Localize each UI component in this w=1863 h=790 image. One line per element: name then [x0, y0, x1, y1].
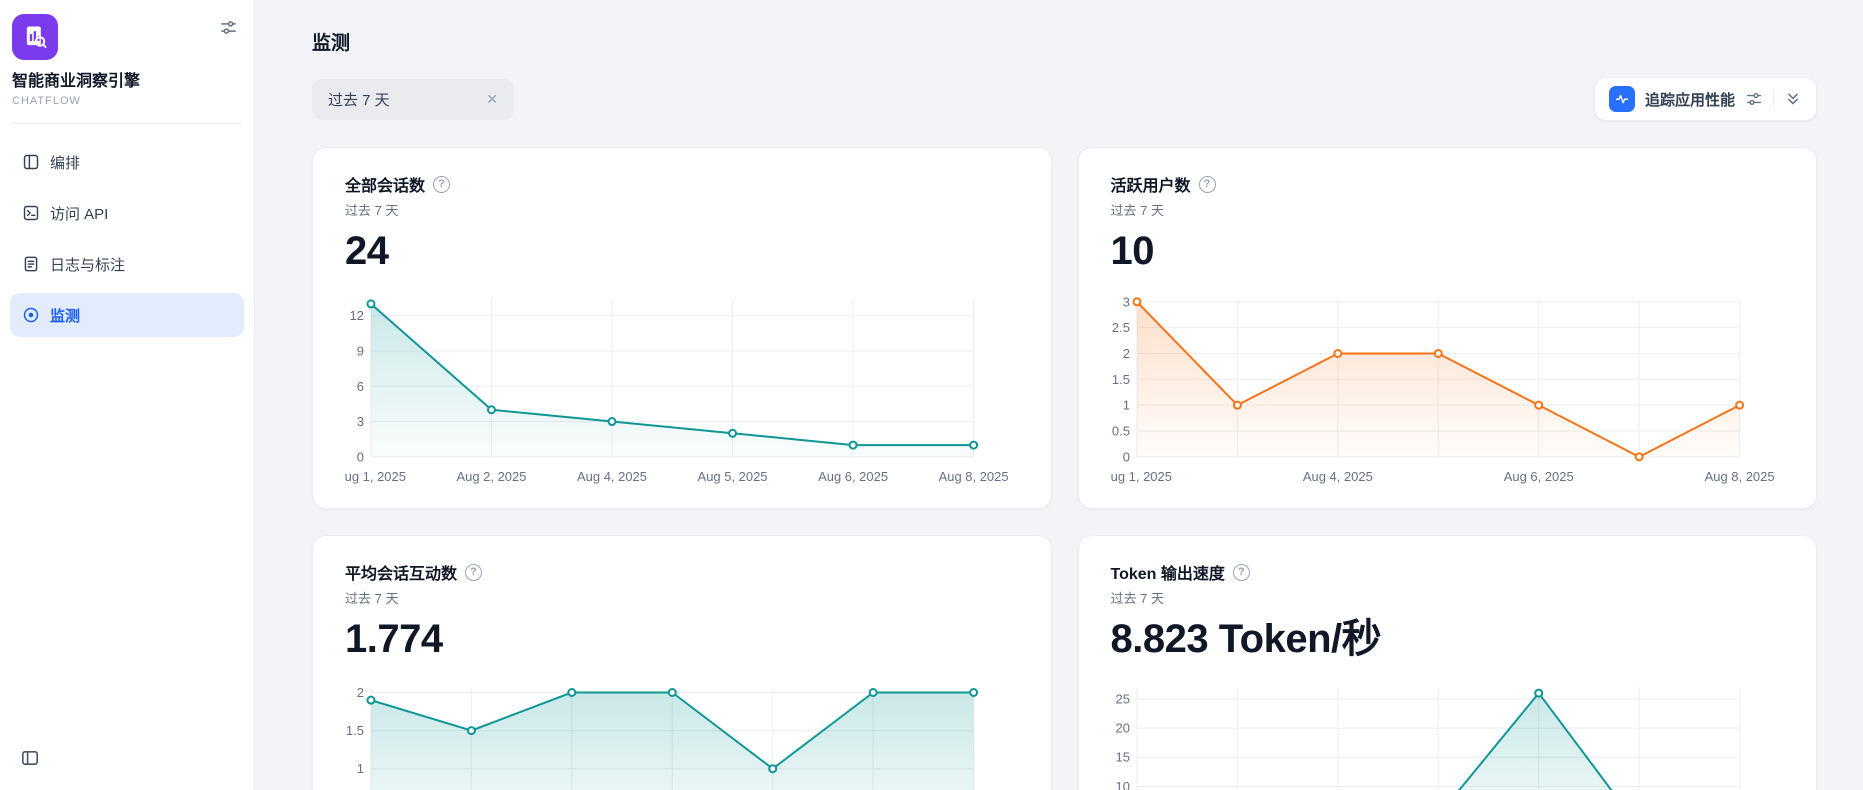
- svg-text:1: 1: [357, 761, 364, 776]
- trace-performance-button[interactable]: 追踪应用性能: [1593, 77, 1817, 121]
- kpi-value: 24: [345, 229, 389, 273]
- svg-text:0.5: 0.5: [1111, 423, 1129, 438]
- svg-text:Aug 8, 2025: Aug 8, 2025: [939, 469, 1009, 484]
- svg-text:1: 1: [1122, 398, 1129, 413]
- svg-text:0: 0: [1122, 449, 1129, 464]
- help-icon[interactable]: ?: [465, 563, 483, 581]
- pulse-icon: [1615, 94, 1629, 104]
- sidebar-item-monitoring[interactable]: 监测: [10, 293, 244, 338]
- sidebar-item-label: 监测: [50, 307, 81, 325]
- help-icon[interactable]: ?: [1232, 563, 1250, 581]
- svg-text:Aug 4, 2025: Aug 4, 2025: [577, 469, 647, 484]
- card-title: Token 输出速度: [1110, 566, 1225, 583]
- svg-text:20: 20: [1115, 721, 1129, 736]
- svg-text:Aug 4, 2025: Aug 4, 2025: [1302, 469, 1372, 484]
- line-chart-total-conversations: 0 3 6 9 12 Aug 1, 2025 Aug 2, 2025 Aug 4, 2025 A…: [345, 299, 1009, 484]
- collapse-panel-control[interactable]: [1784, 90, 1802, 108]
- sliders-icon: [1746, 92, 1762, 106]
- filter-row: 过去 7 天 ✕ 追踪应用性能: [312, 77, 1817, 121]
- svg-text:Aug 6, 2025: Aug 6, 2025: [1503, 469, 1573, 484]
- trace-divider: [1773, 90, 1774, 108]
- svg-text:9: 9: [357, 343, 364, 358]
- kpi-value: 10: [1110, 229, 1155, 273]
- svg-text:2: 2: [357, 685, 364, 700]
- help-icon[interactable]: ?: [433, 175, 451, 193]
- sidebar-item-label: 日志与标注: [50, 256, 126, 274]
- card-subtitle: 过去 7 天: [345, 591, 399, 606]
- sidebar-footer: [0, 744, 254, 772]
- app-settings-button[interactable]: [215, 14, 242, 41]
- terminal-icon: [23, 205, 39, 221]
- app-type-label: CHATFLOW: [12, 95, 81, 108]
- orchestrate-icon: [23, 154, 39, 170]
- sidebar-header: [0, 14, 254, 60]
- monitoring-target-icon: [23, 307, 39, 323]
- svg-text:25: 25: [1115, 691, 1129, 706]
- svg-text:3: 3: [1122, 294, 1129, 309]
- sidebar-nav: 编排 访问 API 日志与标注 监测: [0, 140, 254, 338]
- svg-text:Aug 2, 2025: Aug 2, 2025: [456, 469, 526, 484]
- kpi-value: 8.823 Token/秒: [1110, 617, 1382, 661]
- card-subtitle: 过去 7 天: [1110, 591, 1164, 606]
- card-title: 平均会话互动数: [345, 566, 458, 583]
- svg-text:Aug 1, 2025: Aug 1, 2025: [1111, 469, 1172, 484]
- metric-card-token-speed: Token 输出速度 ? 过去 7 天 8.823 Token/秒 051015…: [1077, 535, 1817, 790]
- sidebar-item-label: 编排: [50, 154, 81, 172]
- kpi-value: 1.774: [345, 617, 443, 661]
- chevron-double-down-icon: [1788, 93, 1798, 105]
- time-filter-chip[interactable]: 过去 7 天 ✕: [312, 78, 514, 120]
- metric-card-avg-interactions: 平均会话互动数 ? 过去 7 天 1.774 00.511.52Aug 1, 2…: [312, 535, 1052, 790]
- collapse-sidebar-button[interactable]: [16, 744, 44, 772]
- sidebar-item-label: 访问 API: [50, 205, 109, 223]
- svg-text:2.5: 2.5: [1111, 320, 1129, 335]
- svg-text:6: 6: [357, 379, 364, 394]
- sidebar-collapse-icon: [21, 750, 38, 765]
- svg-text:15: 15: [1115, 750, 1129, 765]
- svg-text:3: 3: [357, 414, 364, 429]
- metric-card-total-conversations: 全部会话数 ? 过去 7 天 24 0 3 6 9 12 Aug 1, 2025 Aug 2…: [312, 147, 1052, 509]
- card-title: 全部会话数: [345, 178, 426, 195]
- close-icon[interactable]: ✕: [486, 90, 498, 107]
- insight-chart-icon: [26, 26, 47, 48]
- card-subtitle: 过去 7 天: [1110, 203, 1164, 218]
- sliders-icon: [221, 21, 236, 34]
- svg-text:0: 0: [357, 449, 364, 464]
- card-subtitle: 过去 7 天: [345, 203, 399, 218]
- page-title: 监测: [312, 33, 351, 54]
- sidebar: 智能商业洞察引擎 CHATFLOW 编排 访问 API 日志与标注 监测: [0, 0, 255, 790]
- trace-settings-icon[interactable]: [1745, 90, 1763, 108]
- svg-text:10: 10: [1115, 779, 1129, 790]
- sidebar-item-api[interactable]: 访问 API: [10, 191, 244, 235]
- line-chart-active-users: 0 0.5 1 1.5 2 2.5 3 Aug 1, 2025 Aug 4, 2025 Aug 6…: [1111, 294, 1775, 484]
- svg-text:1.5: 1.5: [1111, 372, 1129, 387]
- svg-text:Aug 1, 2025: Aug 1, 2025: [345, 469, 406, 484]
- document-list-icon: [24, 256, 38, 272]
- svg-text:12: 12: [350, 308, 364, 323]
- svg-text:1.5: 1.5: [346, 723, 364, 738]
- app-name: 智能商业洞察引擎: [12, 73, 141, 90]
- time-filter-label: 过去 7 天: [328, 91, 390, 109]
- sidebar-item-logs[interactable]: 日志与标注: [10, 242, 244, 286]
- svg-text:Aug 6, 2025: Aug 6, 2025: [818, 469, 888, 484]
- metric-card-active-users: 活跃用户数 ? 过去 7 天 10 0 0.5 1 1.5 2 2.5 3 Aug 1, 20…: [1077, 147, 1817, 509]
- sidebar-divider: [12, 123, 242, 125]
- svg-text:Aug 5, 2025: Aug 5, 2025: [698, 469, 768, 484]
- svg-text:Aug 8, 2025: Aug 8, 2025: [1704, 469, 1774, 484]
- help-icon[interactable]: ?: [1198, 175, 1216, 193]
- card-title: 活跃用户数: [1110, 178, 1191, 195]
- main-content: 监测 过去 7 天 ✕ 追踪应用性能: [255, 0, 1863, 790]
- sidebar-item-orchestrate[interactable]: 编排: [10, 140, 244, 184]
- svg-text:2: 2: [1122, 346, 1129, 361]
- trace-label: 追踪应用性能: [1644, 91, 1735, 109]
- app-icon[interactable]: [12, 14, 58, 60]
- trace-app-icon: [1608, 86, 1635, 112]
